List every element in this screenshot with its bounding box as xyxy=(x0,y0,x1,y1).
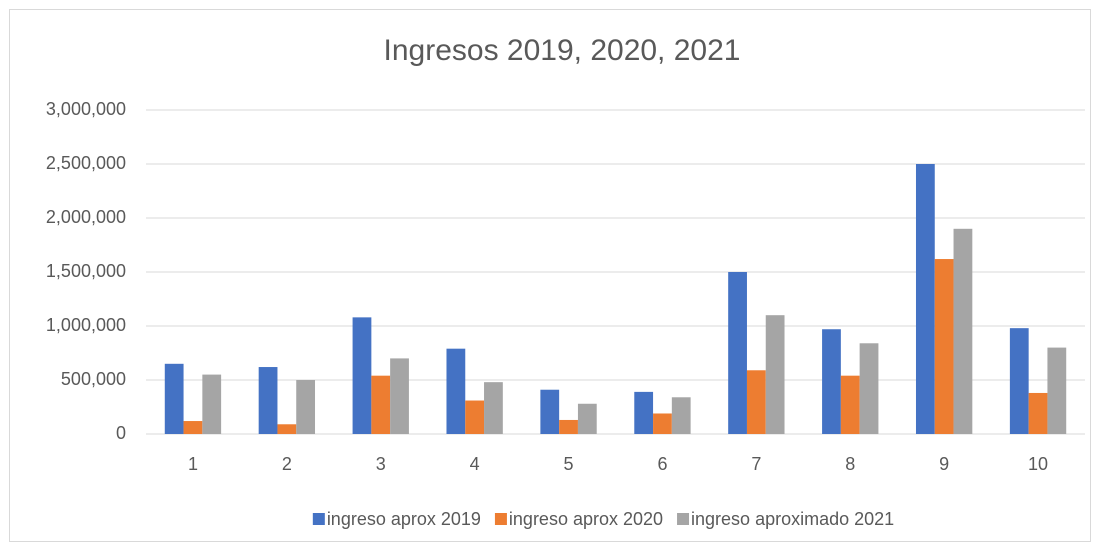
bar xyxy=(915,164,935,434)
bar xyxy=(765,315,785,434)
bar xyxy=(840,375,860,434)
x-tick-label: 4 xyxy=(470,454,480,474)
bar xyxy=(371,375,391,434)
x-tick-label: 5 xyxy=(564,454,574,474)
bar xyxy=(746,370,766,434)
x-tick-label: 9 xyxy=(939,454,949,474)
x-tick-label: 8 xyxy=(845,454,855,474)
bar xyxy=(859,343,879,434)
x-tick-label: 6 xyxy=(657,454,667,474)
y-tick-label: 0 xyxy=(116,423,126,443)
bar xyxy=(277,424,297,434)
legend-swatch xyxy=(677,513,690,525)
bar xyxy=(164,363,184,434)
bar xyxy=(634,391,654,434)
bar xyxy=(653,413,672,434)
bar xyxy=(671,397,691,434)
x-tick-label: 7 xyxy=(751,454,761,474)
bar xyxy=(540,389,560,434)
bar xyxy=(446,348,466,434)
y-tick-label: 500,000 xyxy=(61,369,126,389)
bar xyxy=(953,228,973,434)
y-tick-label: 1,000,000 xyxy=(46,315,126,335)
bar xyxy=(577,403,597,434)
bar xyxy=(390,358,409,434)
bar xyxy=(352,317,372,434)
bar xyxy=(728,272,747,434)
bar xyxy=(934,259,954,434)
y-tick-label: 1,500,000 xyxy=(46,261,126,281)
x-tick-label: 1 xyxy=(188,454,198,474)
bar xyxy=(559,419,578,434)
bar xyxy=(1028,392,1048,434)
bar xyxy=(465,400,485,434)
chart-border xyxy=(9,9,1091,542)
legend-label: ingreso aprox 2019 xyxy=(327,509,481,529)
x-tick-label: 2 xyxy=(282,454,292,474)
bar xyxy=(822,329,841,434)
bar xyxy=(183,421,203,434)
bar xyxy=(1047,347,1067,434)
y-tick-label: 2,500,000 xyxy=(46,153,126,173)
bar xyxy=(202,374,222,434)
legend-swatch xyxy=(312,513,325,525)
y-tick-label: 3,000,000 xyxy=(46,99,126,119)
legend-label: ingreso aproximado 2021 xyxy=(691,509,894,529)
chart-title: Ingresos 2019, 2020, 2021 xyxy=(384,34,741,67)
bar xyxy=(258,367,278,434)
bar xyxy=(484,382,503,434)
legend-swatch xyxy=(494,513,507,525)
x-tick-label: 3 xyxy=(376,454,386,474)
bar xyxy=(296,380,316,434)
x-tick-label: 10 xyxy=(1028,454,1048,474)
y-tick-label: 2,000,000 xyxy=(46,207,126,227)
bar xyxy=(1009,328,1029,434)
legend-label: ingreso aprox 2020 xyxy=(509,509,663,529)
